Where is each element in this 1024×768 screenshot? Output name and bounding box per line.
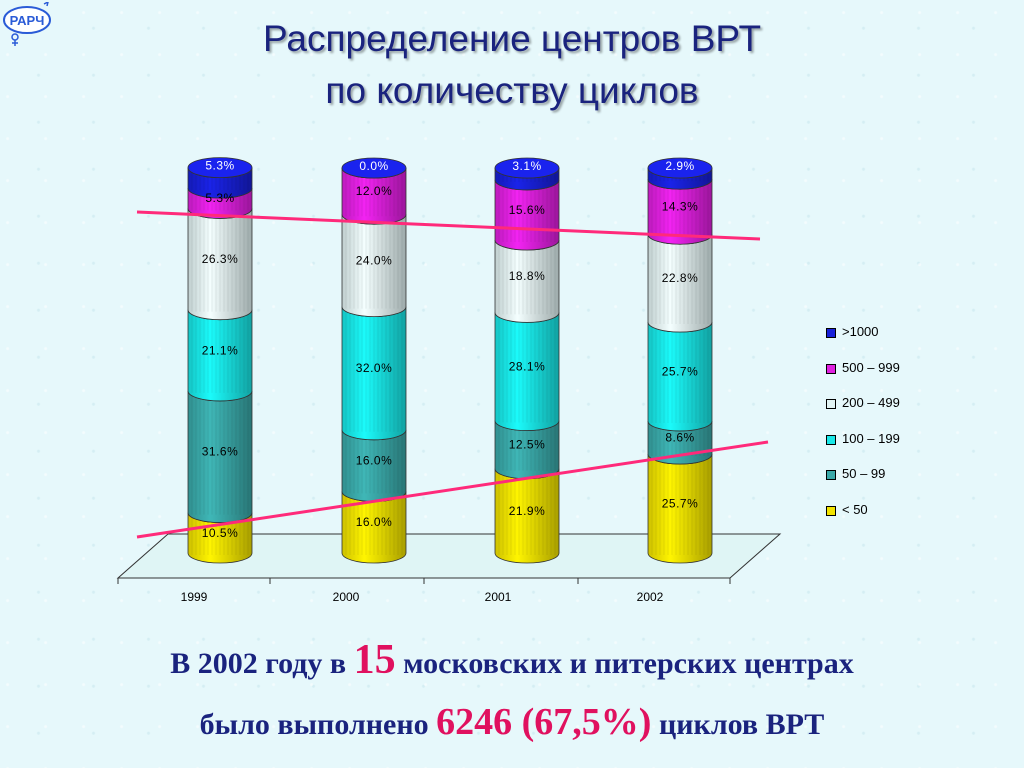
summary-line-2-start: было выполнено — [199, 708, 437, 741]
category-label: 2001 — [485, 590, 512, 604]
data-label: 2.9% — [665, 159, 694, 173]
data-label: 26.3% — [202, 252, 239, 266]
bar-2002 — [647, 157, 713, 564]
legend-swatch — [826, 434, 836, 445]
legend-item: >1000 — [826, 324, 946, 344]
legend-item: 200 – 499 — [826, 395, 946, 415]
segment-1999-0 — [187, 512, 253, 564]
segment-2001-4 — [494, 179, 560, 251]
legend-item: 500 – 999 — [826, 360, 946, 380]
data-label: 12.0% — [356, 184, 393, 198]
summary-line-1: В 2002 году в 15 московских и питерских … — [0, 636, 1024, 684]
chart-title-line2: по количеству циклов — [325, 70, 699, 111]
segment-2001-3 — [494, 239, 560, 323]
summary-line-1-start: В 2002 году в — [170, 647, 354, 680]
data-label: 5.3% — [205, 191, 234, 205]
bar-top-cap-2000 — [341, 157, 407, 179]
legend-swatch — [826, 470, 836, 480]
legend-label: 200 – 499 — [842, 395, 900, 410]
data-label: 25.7% — [662, 364, 699, 378]
data-label: 16.0% — [356, 454, 393, 468]
segment-2002-2 — [647, 321, 713, 432]
bars-group: 10.5% 31.6% 21.1% 26.3% 5.3% 5.3% 16.0% 16.0% 32… — [187, 157, 713, 564]
data-label: 3.1% — [512, 159, 541, 173]
segment-1999-3 — [187, 208, 253, 321]
bar-top-cap-2002 — [647, 157, 713, 179]
legend-swatch — [826, 399, 836, 409]
rarch-logo: РАРЧ — [3, 2, 51, 46]
segment-2002-3 — [647, 234, 713, 333]
segment-2002-0 — [647, 453, 713, 564]
data-label: 21.9% — [509, 504, 546, 518]
segment-1999-1 — [187, 390, 253, 523]
bar-2000 — [341, 157, 407, 564]
x-axis-ticks — [117, 578, 731, 584]
bar-top-cap-1999 — [187, 157, 253, 179]
category-label: 2002 — [637, 590, 664, 604]
segment-2002-4 — [647, 179, 713, 245]
summary-line-2: было выполнено 6246 (67,5%) циклов ВРТ — [0, 700, 1024, 744]
data-label: 14.3% — [662, 200, 699, 214]
legend-label: < 50 — [842, 501, 868, 517]
data-label: 0.0% — [359, 159, 388, 173]
data-label: 32.0% — [356, 361, 393, 375]
legend-item: 50 – 99 — [826, 466, 946, 486]
data-label: 8.6% — [665, 431, 694, 445]
legend-label: >1000 — [842, 324, 879, 339]
data-label: 5.3% — [205, 159, 234, 173]
data-label: 16.0% — [356, 515, 393, 529]
segment-2000-2 — [341, 306, 407, 441]
data-label: 24.0% — [356, 253, 393, 267]
category-labels: 1999 2000 2001 2002 — [181, 590, 664, 604]
bar-top-cap-2001 — [494, 157, 560, 179]
category-label: 2000 — [333, 590, 360, 604]
legend-swatch — [826, 505, 836, 516]
summary-line-2-end: циклов ВРТ — [651, 708, 825, 741]
lower-trend-line — [136, 440, 769, 539]
legend-label: 100 – 199 — [842, 430, 900, 446]
data-label: 21.1% — [202, 343, 239, 357]
logo-text: РАРЧ — [10, 13, 45, 28]
segment-2000-3 — [341, 214, 407, 317]
upper-trend-line — [136, 210, 761, 241]
data-label: 28.1% — [509, 359, 546, 373]
bar-1999 — [187, 157, 253, 564]
legend-label: 500 – 999 — [842, 359, 900, 375]
legend-item: < 50 — [826, 502, 946, 522]
data-label: 22.8% — [662, 271, 699, 285]
data-label: 15.6% — [509, 203, 546, 217]
data-label: 10.5% — [202, 526, 239, 540]
category-label: 1999 — [181, 590, 208, 604]
summary-line-1-end: московских и питерских центрах — [395, 647, 854, 680]
legend-swatch — [826, 328, 836, 338]
stacked-bar-chart: 10.5% 31.6% 21.1% 26.3% 5.3% 5.3% 16.0% 16.0% 32… — [116, 157, 782, 604]
data-label: 31.6% — [202, 445, 239, 459]
bar-2001 — [494, 157, 560, 564]
legend-item: 100 – 199 — [826, 431, 946, 451]
segment-2000-1 — [341, 429, 407, 502]
legend-swatch — [826, 363, 836, 374]
centers-count: 15 — [353, 637, 396, 683]
legend-label: 50 – 99 — [842, 466, 886, 481]
data-label: 25.7% — [662, 497, 699, 511]
chart-title-line1: Распределение центров ВРТ — [262, 18, 762, 59]
data-label: 12.5% — [509, 438, 546, 452]
segment-2001-2 — [494, 312, 560, 431]
cycles-count: 6246 (67,5%) — [436, 701, 652, 743]
data-label: 18.8% — [509, 269, 546, 283]
